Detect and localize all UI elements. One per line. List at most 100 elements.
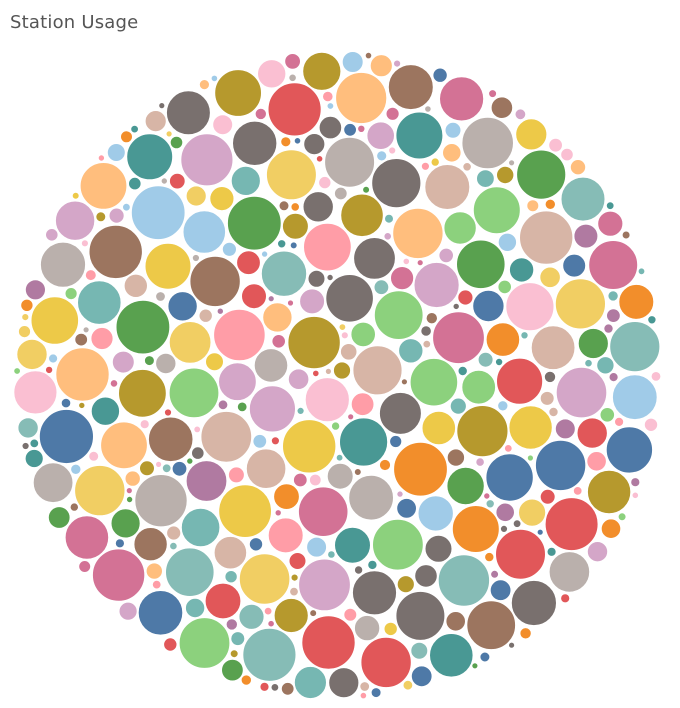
station-bubble[interactable] [261,250,269,258]
station-bubble[interactable] [612,374,658,420]
station-bubble[interactable] [475,457,485,467]
station-bubble[interactable] [139,460,155,477]
station-bubble[interactable] [74,332,88,347]
station-bubble[interactable] [371,158,422,209]
station-bubble[interactable] [230,165,261,196]
station-bubble[interactable] [115,299,171,355]
station-bubble[interactable] [328,667,360,699]
station-bubble[interactable] [456,239,506,289]
station-bubble[interactable] [443,211,477,245]
station-bubble[interactable] [191,446,205,460]
station-bubble[interactable] [420,161,430,171]
station-bubble[interactable] [476,169,495,188]
station-bubble[interactable] [402,257,410,265]
station-bubble[interactable] [228,466,245,484]
station-bubble[interactable] [461,370,496,405]
station-bubble[interactable] [303,133,326,156]
station-bubble[interactable] [324,136,375,188]
station-bubble[interactable] [479,651,491,663]
station-bubble[interactable] [88,224,143,279]
station-bubble[interactable] [544,370,557,383]
station-bubble[interactable] [16,338,48,370]
station-bubble[interactable] [562,253,586,278]
station-bubble[interactable] [288,552,307,570]
station-bubble[interactable] [270,436,280,446]
station-bubble[interactable] [353,237,396,280]
station-bubble[interactable] [409,358,458,407]
station-bubble[interactable] [298,558,351,612]
station-bubble[interactable] [548,551,591,593]
station-bubble[interactable] [254,107,267,120]
station-bubble[interactable] [97,154,105,162]
station-bubble[interactable] [544,497,599,551]
station-bubble[interactable] [221,658,244,682]
station-bubble[interactable] [236,250,261,275]
station-bubble[interactable] [373,279,390,295]
station-bubble[interactable] [339,417,389,467]
station-bubble[interactable] [212,114,234,135]
station-bubble[interactable] [155,352,177,374]
station-bubble[interactable] [606,308,621,323]
station-bubble[interactable] [21,313,30,322]
station-bubble[interactable] [77,280,122,325]
station-bubble[interactable] [438,247,454,263]
station-bubble[interactable] [495,502,515,522]
station-bubble[interactable] [369,54,393,78]
station-bubble[interactable] [496,165,515,184]
station-bubble[interactable] [271,334,286,349]
station-bubble[interactable] [398,338,424,364]
station-bubble[interactable] [509,257,535,283]
station-bubble[interactable] [151,579,162,590]
station-bubble[interactable] [560,176,606,222]
station-bubble[interactable] [218,362,257,401]
station-bubble[interactable] [508,405,553,450]
station-bubble[interactable] [125,487,133,495]
station-bubble[interactable] [362,186,370,194]
station-bubble[interactable] [267,620,275,628]
station-bubble[interactable] [456,405,509,458]
station-bubble[interactable] [165,130,173,138]
station-bubble[interactable] [115,538,125,549]
station-bubble[interactable] [539,266,561,288]
station-bubble[interactable] [560,148,574,162]
station-bubble[interactable] [485,322,520,357]
station-bubble[interactable] [204,582,242,620]
station-bubble[interactable] [359,681,370,692]
station-bubble[interactable] [586,451,607,472]
station-bubble[interactable] [118,601,138,621]
station-bubble[interactable] [221,241,237,257]
station-bubble[interactable] [178,617,231,669]
station-bubble[interactable] [485,499,495,509]
station-bubble[interactable] [230,631,246,646]
station-bubble[interactable] [278,200,290,212]
station-bubble[interactable] [45,228,59,242]
station-bubble[interactable] [617,512,627,522]
station-bubble[interactable] [318,116,342,140]
station-bubble[interactable] [335,72,388,124]
station-bubble[interactable] [555,366,608,419]
station-bubble[interactable] [444,122,462,139]
station-bubble[interactable] [511,580,557,626]
station-bubble[interactable] [420,325,432,337]
station-bubble[interactable] [216,307,224,315]
station-bubble[interactable] [253,348,289,383]
station-bubble[interactable] [315,155,324,163]
station-bubble[interactable] [130,185,186,240]
station-bubble[interactable] [352,345,403,396]
station-bubble[interactable] [281,682,295,696]
station-bubble[interactable] [376,150,388,162]
station-bubble[interactable] [424,105,432,113]
station-bubble[interactable] [614,416,624,427]
station-bubble[interactable] [306,536,327,558]
station-bubble[interactable] [417,495,454,532]
station-bubble[interactable] [497,400,509,412]
station-bubble[interactable] [263,606,273,616]
station-bubble[interactable] [340,193,384,237]
station-bubble[interactable] [293,666,327,699]
station-bubble[interactable] [262,302,293,333]
station-bubble[interactable] [124,470,141,487]
station-bubble[interactable] [519,627,532,640]
station-bubble[interactable] [570,159,587,176]
station-bubble[interactable] [144,355,155,366]
station-bubble[interactable] [69,502,79,512]
